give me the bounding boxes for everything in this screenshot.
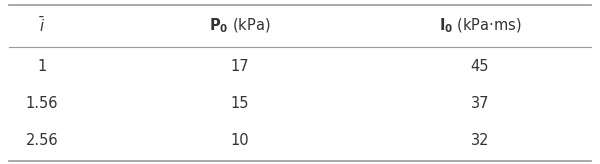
Text: 45: 45 [471, 59, 489, 74]
Text: $\mathit{\mathbf{P}}_\mathbf{0}$ (kPa): $\mathit{\mathbf{P}}_\mathbf{0}$ (kPa) [209, 16, 271, 35]
Text: 37: 37 [471, 96, 489, 111]
Text: 32: 32 [471, 133, 489, 148]
Text: 2.56: 2.56 [26, 133, 58, 148]
Text: 1: 1 [37, 59, 47, 74]
Text: 17: 17 [230, 59, 250, 74]
Text: $\bar{\it{i}}$: $\bar{\it{i}}$ [39, 16, 45, 35]
Text: 10: 10 [230, 133, 250, 148]
Text: 15: 15 [231, 96, 249, 111]
Text: 1.56: 1.56 [26, 96, 58, 111]
Text: $\mathit{\mathbf{I}}_\mathbf{0}$ (kPa·ms): $\mathit{\mathbf{I}}_\mathbf{0}$ (kPa·ms… [439, 16, 521, 35]
